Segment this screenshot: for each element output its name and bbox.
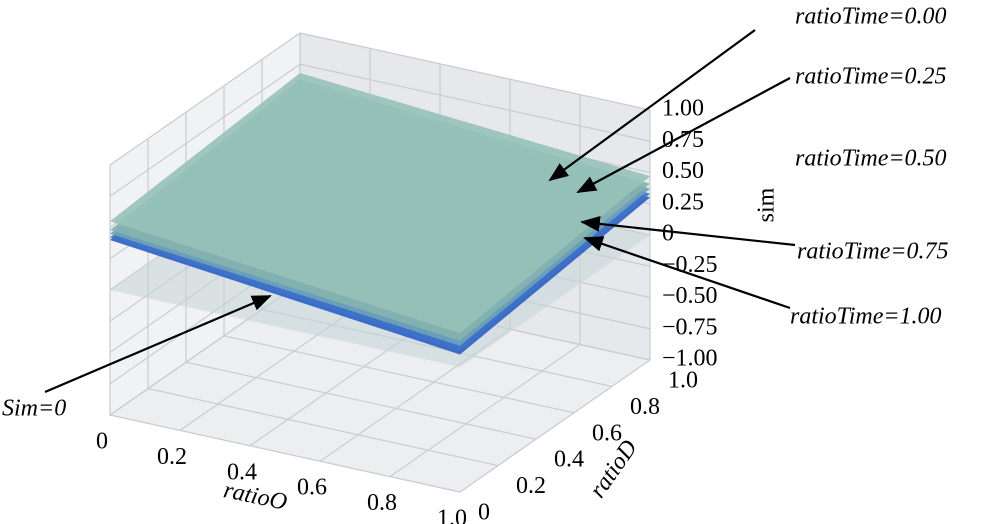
arrow: [548, 29, 756, 182]
annotation-arrows: [44, 29, 796, 394]
grid-line: [223, 335, 575, 414]
series-label: ratioTime=0.75: [797, 239, 949, 265]
tick-label: 0.4: [554, 447, 584, 473]
tick-label: 0.2: [516, 473, 546, 499]
tick-label: 0: [96, 429, 108, 455]
grid-line: [459, 359, 651, 493]
tick-label: 1.0: [668, 368, 698, 394]
tick-label: −1.00: [662, 346, 718, 372]
series-label: Sim=0: [2, 396, 66, 422]
tick-label: 0.6: [297, 475, 327, 501]
grid-line: [109, 414, 461, 493]
arrow: [576, 77, 791, 193]
grid-line: [185, 361, 537, 440]
grid-line: [299, 63, 651, 142]
tick-labels: 00.20.40.60.81.0 00.20.40.60.81.0−1.00−0.…: [96, 96, 718, 524]
series-label: ratioTime=0.50: [795, 146, 947, 172]
tick-label: 0.75: [662, 127, 704, 153]
tick-label: 1.00: [662, 96, 704, 122]
surfaces: [110, 73, 650, 367]
series-label: ratioTime=0.00: [795, 4, 947, 30]
series-label: ratioTime=1.00: [790, 304, 942, 330]
tick-label: 0.4: [227, 459, 257, 485]
tick-label: 0: [478, 500, 490, 524]
tick-label: 0.25: [662, 189, 704, 215]
grid-line: [389, 344, 581, 478]
tick-label: 1.0: [437, 506, 467, 524]
x-axis-label: ratioO: [221, 477, 289, 516]
grid-line: [299, 32, 651, 111]
tick-label: −0.75: [662, 314, 718, 340]
tick-label: 0.2: [157, 444, 187, 470]
grid-line: [147, 388, 499, 467]
grid-line: [109, 32, 301, 166]
series-label: ratioTime=0.25: [795, 64, 947, 90]
tick-label: 0.8: [630, 394, 660, 420]
arrow: [583, 236, 791, 310]
z-axis-label: sim: [754, 187, 780, 222]
grid-line: [109, 63, 301, 197]
tick-label: −0.50: [662, 283, 718, 309]
tick-label: 0.50: [662, 158, 704, 184]
arrow: [580, 216, 796, 247]
tick-label: 0.6: [592, 420, 622, 446]
arrow: [44, 294, 272, 394]
tick-label: 0: [662, 221, 674, 247]
surface: [110, 73, 650, 334]
tick-label: 0.8: [367, 490, 397, 516]
